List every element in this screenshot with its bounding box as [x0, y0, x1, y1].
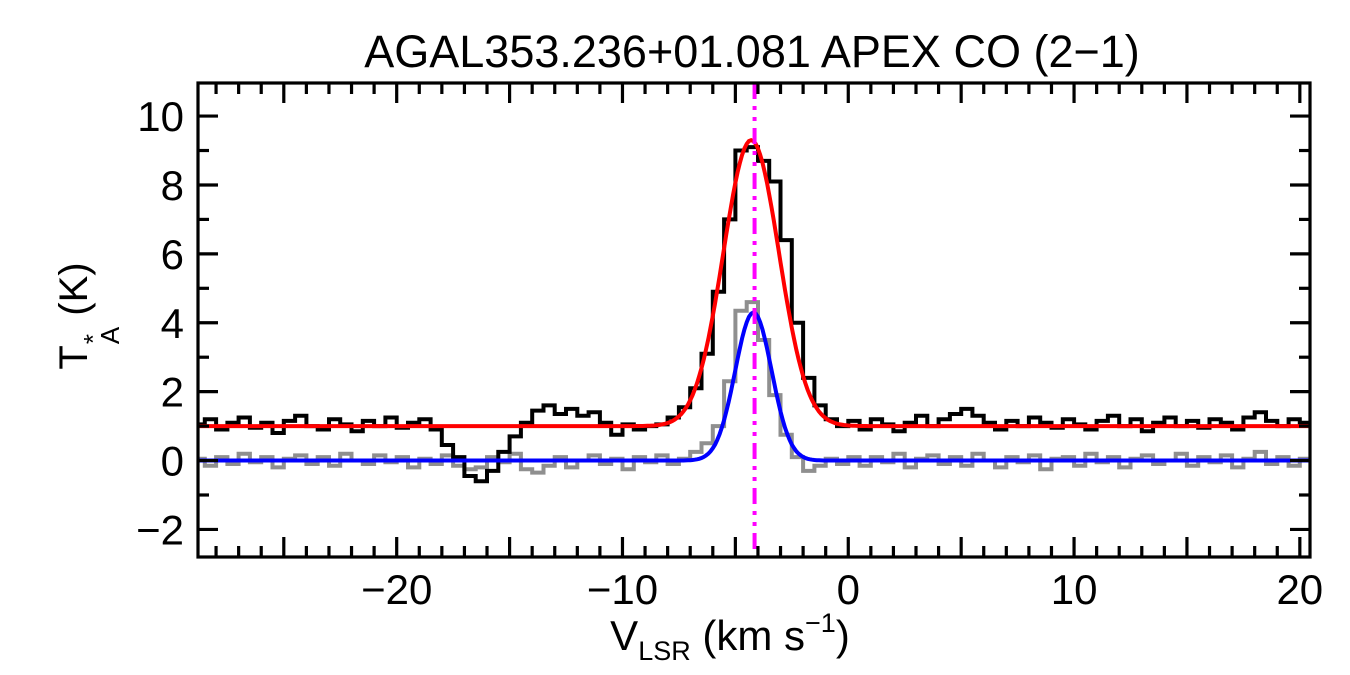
x-tick-label: 0: [837, 566, 860, 613]
x-axis-label-close: ): [835, 612, 850, 659]
x-axis-label-base: V: [610, 612, 639, 659]
y-tick-label: 2: [161, 369, 184, 416]
x-axis-label: VLSR (km s−1): [610, 610, 850, 665]
x-tick-label: −10: [587, 566, 658, 613]
y-axis-label-base: T: [52, 345, 96, 370]
y-tick-label: −2: [136, 506, 184, 553]
x-axis-label-superscript: −1: [805, 608, 836, 638]
y-axis-label-stack: * A: [78, 326, 125, 345]
y-axis-label-subscript: A: [95, 326, 125, 345]
y-tick-label: 6: [161, 231, 184, 278]
x-tick-label: 10: [1051, 566, 1098, 613]
secondary-spectrum-line: [198, 300, 1310, 475]
y-axis-label-units: (K): [52, 262, 96, 327]
y-tick-label: 4: [161, 300, 184, 347]
y-tick-label: 0: [161, 438, 184, 485]
y-axis-label: T * A (K): [52, 262, 125, 370]
y-tick-label: 10: [137, 93, 184, 140]
x-axis-label-subscript: LSR: [638, 636, 691, 666]
x-tick-label: 20: [1276, 566, 1323, 613]
x-axis-label-units: (km s: [690, 612, 806, 659]
x-tick-label: −20: [361, 566, 432, 613]
plot-frame: [196, 81, 1312, 559]
chart-title: AGAL353.236+01.081 APEX CO (2−1): [364, 26, 1140, 77]
y-tick-label: 8: [161, 162, 184, 209]
